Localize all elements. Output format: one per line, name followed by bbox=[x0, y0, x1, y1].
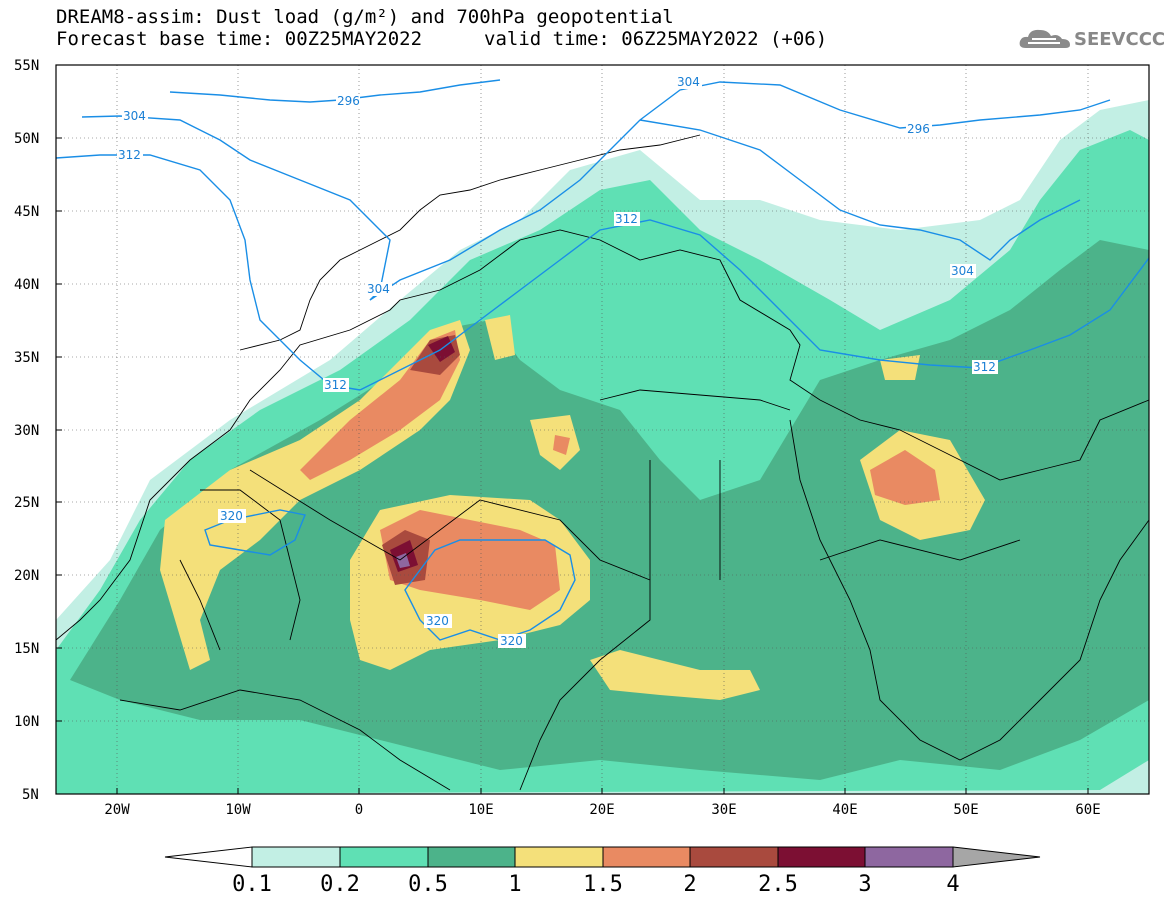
colorbar-swatch bbox=[339, 846, 429, 868]
contour-label: 312 bbox=[324, 378, 347, 392]
latitude-labels: 55N 50N 45N 40N 35N 30N 25N 20N 15N 10N … bbox=[14, 58, 39, 803]
lon-label: 30E bbox=[711, 802, 736, 818]
lat-label: 35N bbox=[14, 350, 39, 366]
colorbar-swatch bbox=[602, 846, 691, 868]
dust-level-1-e bbox=[590, 650, 760, 700]
lon-label: 10W bbox=[225, 802, 251, 818]
lon-label: 60E bbox=[1075, 802, 1100, 818]
contour-label: 312 bbox=[973, 360, 996, 374]
lat-label: 15N bbox=[14, 641, 39, 657]
map-title: DREAM8-assim: Dust load (g/m²) and 700hP… bbox=[56, 6, 674, 28]
colorbar-label: 0.5 bbox=[408, 872, 448, 897]
colorbar-swatch bbox=[427, 846, 516, 868]
colorbar-label: 0.1 bbox=[232, 872, 272, 897]
contour-label: 320 bbox=[220, 509, 243, 523]
colorbar-swatch bbox=[514, 846, 604, 868]
colorbar-arrow-low bbox=[164, 846, 253, 868]
lat-label: 50N bbox=[14, 131, 39, 147]
dust-level-0-5 bbox=[70, 240, 1149, 780]
colorbar bbox=[164, 846, 1041, 868]
dust-fields bbox=[56, 100, 1149, 794]
dust-level-1-5-b bbox=[380, 510, 560, 610]
lat-label: 30N bbox=[14, 423, 39, 439]
contour-label: 296 bbox=[907, 122, 930, 136]
lon-label: 10E bbox=[468, 802, 493, 818]
lat-label: 5N bbox=[22, 787, 39, 803]
colorbar-swatch bbox=[777, 846, 866, 868]
axis-ticks bbox=[56, 64, 1089, 794]
cloud-icon bbox=[1019, 29, 1070, 48]
dust-level-1-5-d bbox=[553, 435, 570, 455]
colorbar-label: 1 bbox=[508, 872, 521, 897]
lat-label: 20N bbox=[14, 568, 39, 584]
dust-level-3 bbox=[396, 553, 410, 568]
colorbar-label: 0.2 bbox=[320, 872, 360, 897]
lon-label: 0 bbox=[355, 802, 363, 818]
dust-level-1-5-c bbox=[870, 450, 940, 505]
contour-label: 304 bbox=[367, 282, 390, 296]
graticule bbox=[56, 65, 1149, 794]
colorbar-label: 2.5 bbox=[758, 872, 798, 897]
contour-label: 320 bbox=[500, 634, 523, 648]
contour-label: 304 bbox=[123, 109, 146, 123]
colorbar-arrow-high bbox=[952, 846, 1041, 868]
lat-label: 10N bbox=[14, 714, 39, 730]
colorbar-swatch bbox=[251, 846, 341, 868]
contour-label: 320 bbox=[426, 614, 449, 628]
colorbar-label: 4 bbox=[946, 872, 959, 897]
lat-label: 40N bbox=[14, 277, 39, 293]
colorbar-label: 1.5 bbox=[583, 872, 623, 897]
lat-label: 45N bbox=[14, 204, 39, 220]
contour-label: 312 bbox=[118, 148, 141, 162]
contour-label: 296 bbox=[337, 94, 360, 108]
colorbar-label: 2 bbox=[683, 872, 696, 897]
colorbar-label: 3 bbox=[858, 872, 871, 897]
colorbar-swatch bbox=[689, 846, 779, 868]
contour-label: 304 bbox=[677, 75, 700, 89]
colorbar-labels: 0.1 0.2 0.5 1 1.5 2 2.5 3 4 bbox=[232, 872, 960, 897]
forecast-base-time: Forecast base time: 00Z25MAY2022 bbox=[56, 28, 423, 50]
dust-level-1-g bbox=[485, 315, 515, 360]
lon-label: 20W bbox=[104, 802, 130, 818]
lon-label: 40E bbox=[832, 802, 857, 818]
lat-label: 55N bbox=[14, 58, 39, 74]
lon-label: 20E bbox=[589, 802, 614, 818]
coastlines bbox=[56, 134, 1149, 791]
contour-label: 312 bbox=[615, 212, 638, 226]
lon-label: 50E bbox=[953, 802, 978, 818]
contour-label: 304 bbox=[951, 264, 974, 278]
longitude-labels: 20W 10W 0 10E 20E 30E 40E 50E 60E bbox=[104, 802, 1100, 818]
seevccc-logo-text: SEEVCCC bbox=[1074, 29, 1165, 50]
lat-label: 25N bbox=[14, 495, 39, 511]
contour-labels: 296 304 304 312 304 312 304 312 312 320 … bbox=[117, 75, 998, 648]
valid-time: valid time: 06Z25MAY2022 (+06) bbox=[484, 28, 828, 50]
colorbar-swatch bbox=[864, 846, 954, 868]
